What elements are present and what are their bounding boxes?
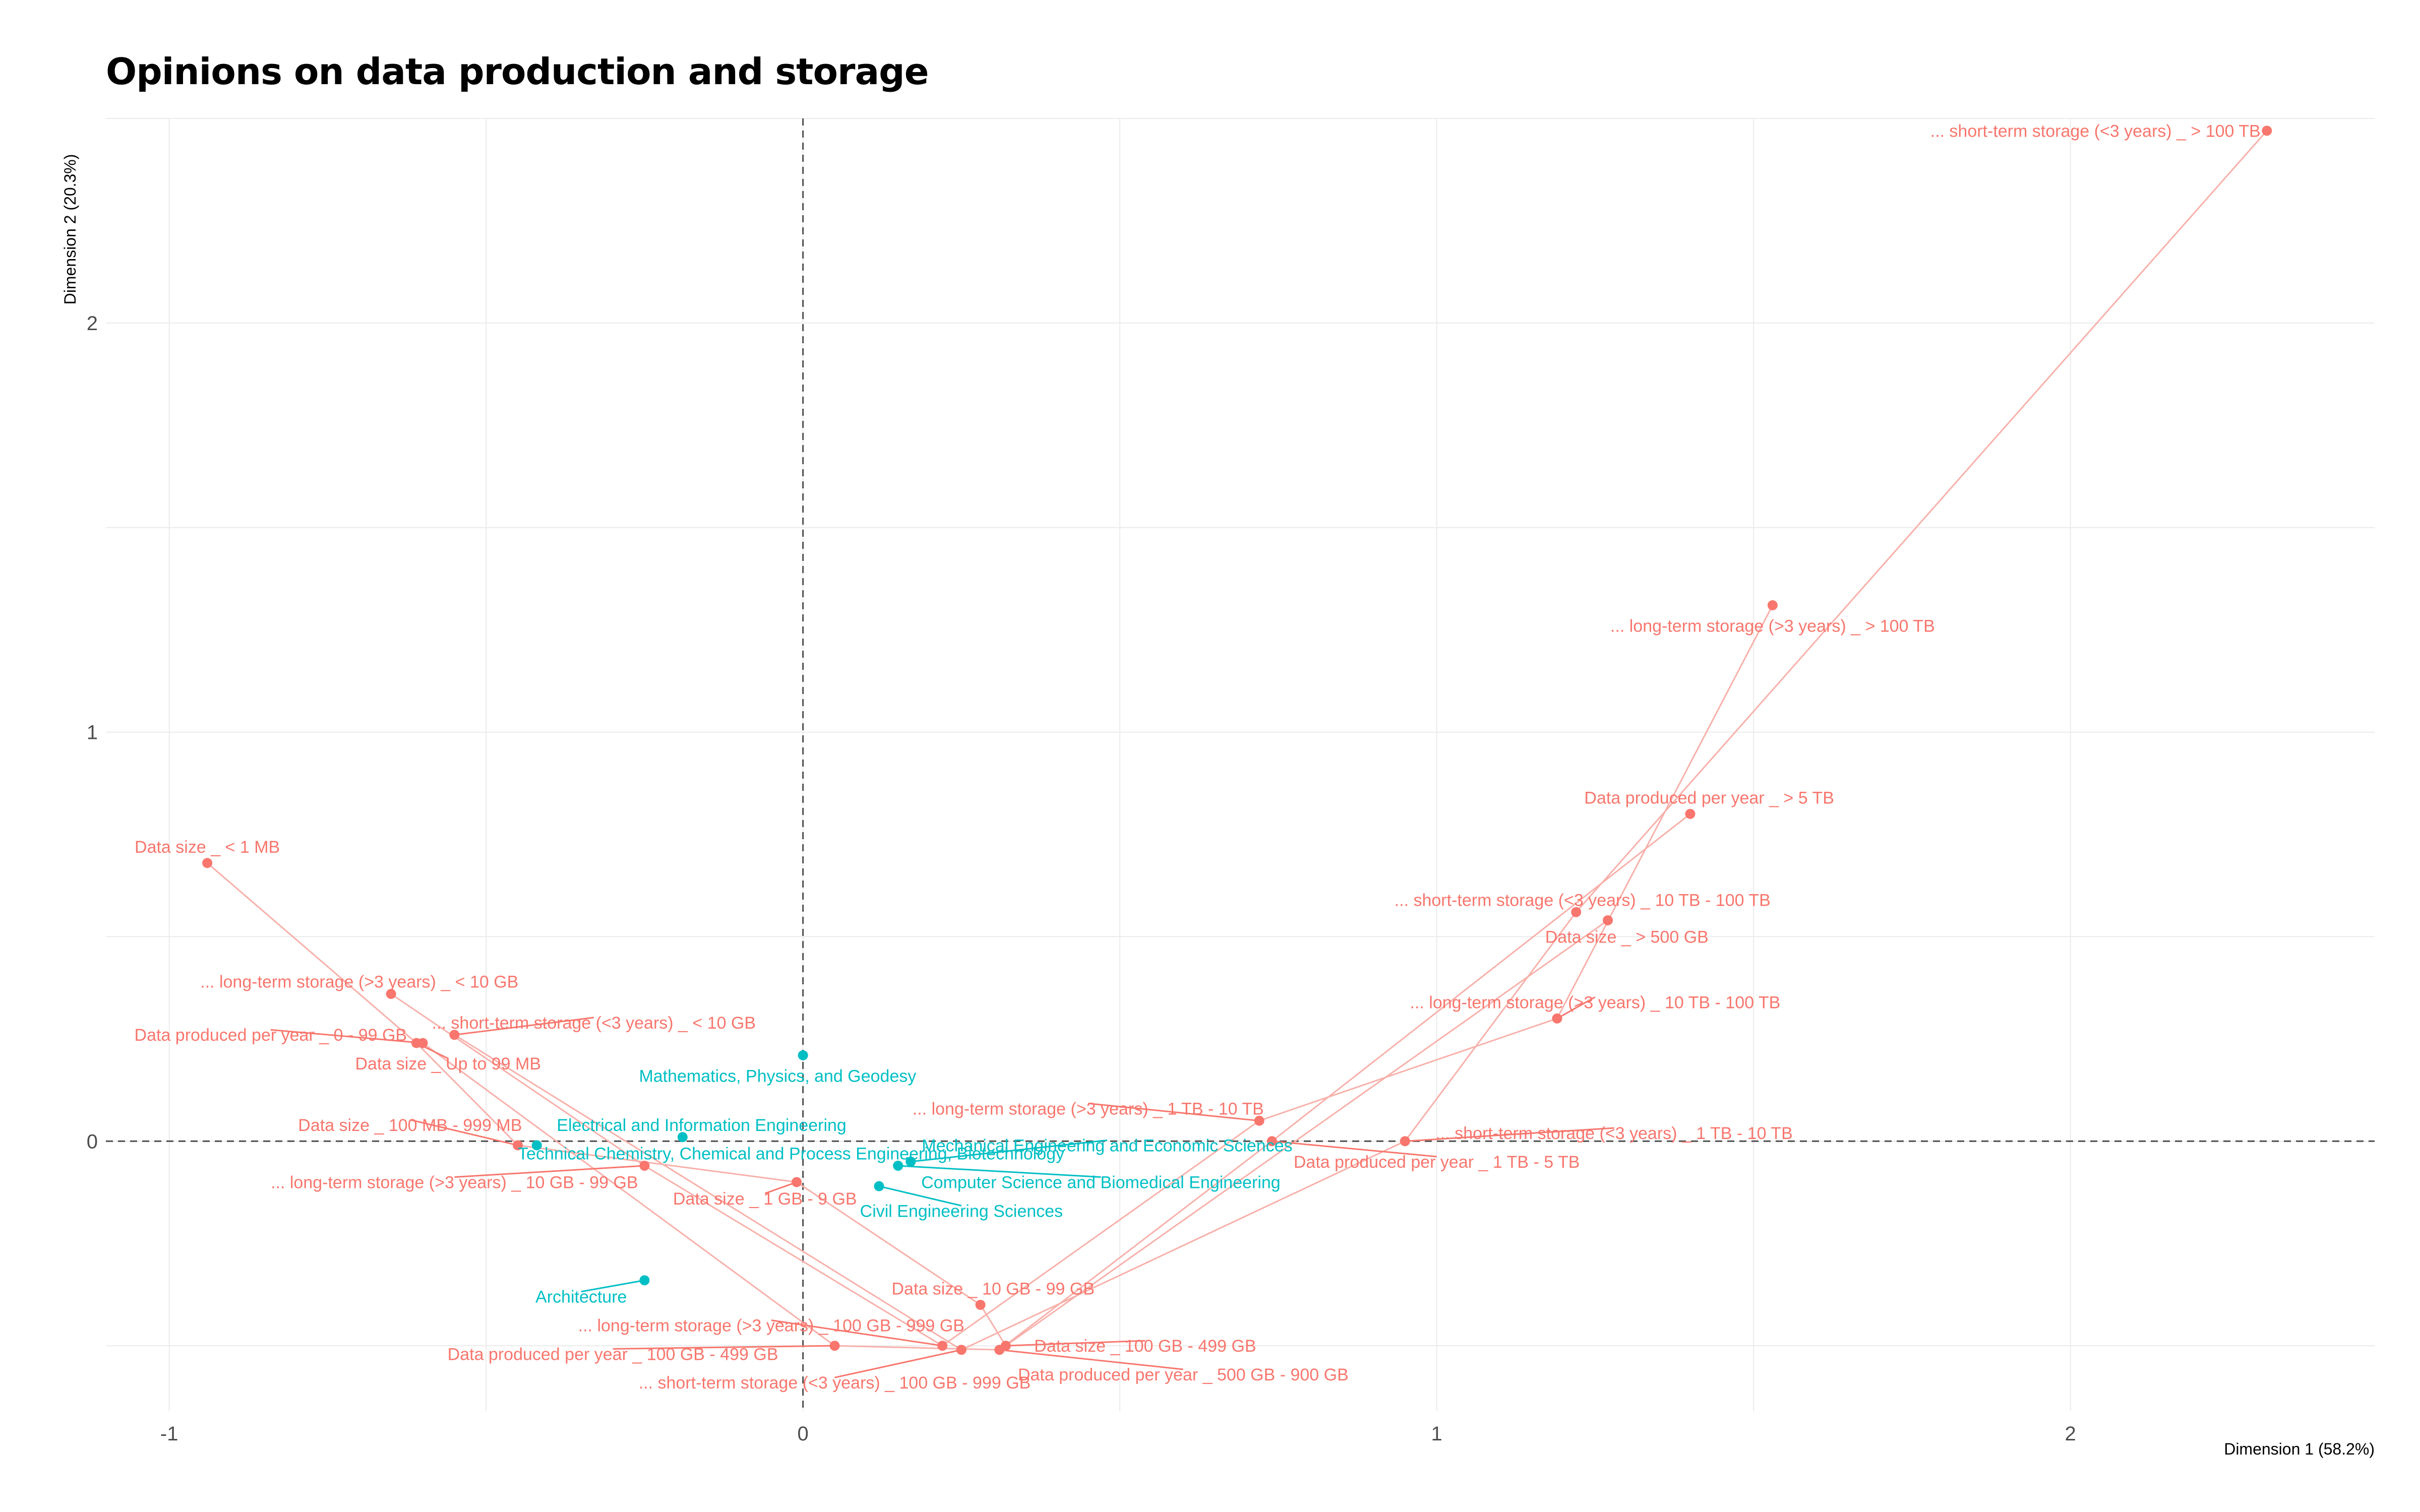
y-axis-title: Dimension 2 (20.3%) <box>61 154 79 305</box>
y-tick-label: 0 <box>87 1130 98 1153</box>
leader-line <box>454 1165 645 1178</box>
leader-line <box>1556 996 1596 1020</box>
point-label: Data size _ 10 GB - 99 GB <box>892 1279 1095 1298</box>
point-label: Data produced per year _ 0 - 99 GB <box>135 1026 407 1045</box>
data-point <box>874 1181 884 1191</box>
data-point <box>202 858 213 868</box>
point-labels: ... short-term storage (<3 years) _ > 10… <box>135 121 2261 1393</box>
point-label: Data size _ 100 MB - 999 MB <box>298 1116 522 1135</box>
point-label: Computer Science and Biomedical Engineer… <box>921 1173 1281 1192</box>
point-label: ... long-term storage (>3 years) _ 100 G… <box>578 1316 964 1336</box>
point-label: Data size _ > 500 GB <box>1545 927 1709 947</box>
point-label: Data produced per year _ > 5 TB <box>1584 788 1834 807</box>
leader-line <box>410 1119 518 1146</box>
data-point <box>1767 600 1778 610</box>
data-point <box>1685 808 1696 819</box>
point-label: Data produced per year _ 100 GB - 499 GB <box>448 1345 778 1364</box>
leader-line <box>581 1279 645 1293</box>
data-point <box>513 1140 523 1151</box>
x-tick-label: -1 <box>160 1423 178 1445</box>
data-point <box>1571 907 1582 917</box>
point-label: ... long-term storage (>3 years) _ 1 TB … <box>913 1099 1264 1118</box>
connection-path <box>390 605 1774 1347</box>
data-point <box>792 1177 802 1187</box>
data-point <box>1266 1136 1277 1147</box>
leader-line <box>771 1319 943 1347</box>
leader-line <box>454 1017 594 1036</box>
x-tick-label: 2 <box>2065 1423 2076 1445</box>
point-label: Civil Engineering Sciences <box>860 1202 1063 1221</box>
leader-line <box>999 1349 1184 1370</box>
data-point <box>798 1050 808 1060</box>
leader-line <box>1272 1140 1437 1158</box>
grid-lines <box>106 118 2375 1411</box>
y-tick-label: 1 <box>87 722 98 744</box>
chart-title: Opinions on data production and storage <box>106 50 929 93</box>
data-point <box>1254 1115 1264 1126</box>
point-label: ... short-term storage (<3 years) _ 10 T… <box>1395 891 1771 910</box>
leader-line <box>898 1165 1101 1178</box>
data-point <box>531 1140 542 1151</box>
data-point <box>956 1345 966 1355</box>
leader-line <box>764 1181 797 1194</box>
point-label: Mathematics, Physics, and Geodesy <box>639 1066 916 1086</box>
data-point <box>386 989 396 999</box>
point-label: Data size _ 100 GB - 499 GB <box>1034 1337 1256 1356</box>
point-label: ... long-term storage (>3 years) _ 10 GB… <box>271 1173 638 1192</box>
data-points <box>202 125 2272 1355</box>
data-point <box>1603 915 1613 925</box>
point-label: ... long-term storage (>3 years) _ < 10 … <box>200 973 518 992</box>
point-label: Data produced per year _ 500 GB - 900 GB <box>1018 1365 1349 1384</box>
point-label: ... long-term storage (>3 years) _ 10 TB… <box>1410 993 1781 1012</box>
leader-line <box>1405 1127 1614 1142</box>
x-axis-title: Dimension 1 (58.2%) <box>2224 1440 2375 1458</box>
data-point <box>1400 1136 1410 1147</box>
leader-line <box>911 1139 1108 1163</box>
point-label: ... short-term storage (<3 years) _ < 10… <box>432 1014 756 1033</box>
leader-line <box>834 1349 962 1378</box>
data-point <box>639 1275 650 1286</box>
point-label: Mechanical Engineering and Economic Scie… <box>922 1136 1292 1155</box>
reference-lines <box>106 118 2375 1411</box>
point-label: Data size _ < 1 MB <box>135 838 280 857</box>
data-point <box>975 1299 986 1310</box>
point-label: Technical Chemistry, Chemical and Proces… <box>518 1145 1064 1164</box>
leader-line <box>1088 1102 1259 1122</box>
point-label: ... short-term storage (<3 years) _ 100 … <box>639 1373 1031 1393</box>
point-label: Architecture <box>535 1288 627 1307</box>
x-tick-label: 0 <box>798 1423 809 1445</box>
data-point <box>994 1345 1005 1355</box>
data-point <box>2262 125 2272 136</box>
x-tick-label: 1 <box>1431 1423 1442 1445</box>
data-point <box>411 1038 421 1048</box>
data-point <box>639 1160 650 1171</box>
point-label: ... short-term storage (<3 years) _ > 10… <box>1930 121 2261 141</box>
point-label: Data produced per year _ 1 TB - 5 TB <box>1294 1153 1580 1172</box>
point-label: ... long-term storage (>3 years) _ > 100… <box>1610 617 1935 636</box>
data-point <box>905 1156 916 1167</box>
point-label: Data size _ Up to 99 MB <box>355 1054 541 1074</box>
data-point <box>677 1132 688 1143</box>
data-point <box>937 1341 948 1351</box>
y-tick-label: 2 <box>87 312 98 335</box>
leader-line <box>270 1029 423 1044</box>
data-point <box>893 1160 903 1171</box>
connection-path <box>207 862 1608 1347</box>
data-point <box>449 1030 460 1040</box>
data-point <box>829 1341 840 1351</box>
leader-line <box>879 1185 962 1207</box>
leader-line <box>613 1345 835 1350</box>
point-label: Data size _ 1 GB - 9 GB <box>673 1189 857 1209</box>
point-label: Electrical and Information Engineering <box>557 1116 846 1135</box>
point-label: ... short-term storage (<3 years) _ 1 TB… <box>1435 1124 1792 1143</box>
axis-ticks: -1 0 1 2 0 1 2 <box>87 312 2076 1445</box>
data-point <box>1552 1013 1562 1024</box>
leader-line <box>1005 1340 1145 1347</box>
